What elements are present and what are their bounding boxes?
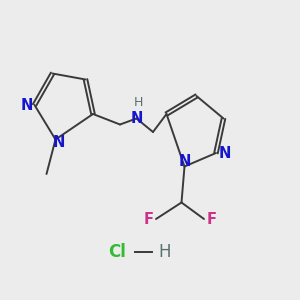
Text: N: N xyxy=(21,98,33,112)
Text: N: N xyxy=(219,146,231,160)
Text: N: N xyxy=(130,111,143,126)
Text: H: H xyxy=(159,243,171,261)
Text: N: N xyxy=(178,154,191,169)
Text: F: F xyxy=(206,212,217,226)
Text: H: H xyxy=(133,95,143,109)
Text: F: F xyxy=(143,212,154,226)
Text: N: N xyxy=(52,135,65,150)
Text: Cl: Cl xyxy=(108,243,126,261)
